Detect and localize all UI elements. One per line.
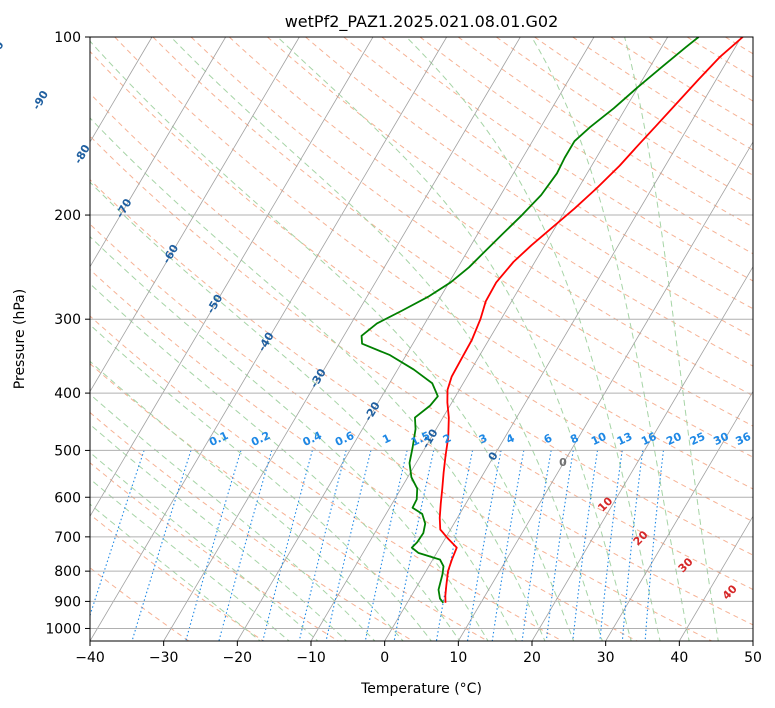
dry-adiabat-line: [152, 37, 753, 458]
dry-adiabat-line: [90, 179, 753, 626]
mixing-ratio-label: 13: [615, 430, 634, 448]
isotherm-line: [531, 265, 753, 641]
mixing-ratio-line: [364, 450, 408, 641]
y-axis-title: Pressure (hPa): [12, 289, 28, 389]
mixing-ratio-line: [131, 450, 192, 641]
mixing-ratio-label: 30: [711, 430, 731, 448]
moist-adiabat-line: [90, 393, 376, 641]
mixing-ratio-line: [466, 450, 502, 641]
mixing-ratio-label: 10: [589, 430, 609, 448]
y-tick-label: 1000: [45, 621, 81, 637]
dry-adiabat-line: [114, 37, 753, 490]
isotherm-line: [457, 141, 753, 641]
chart-title: wetPf2_PAZ1.2025.021.08.01.G02: [285, 12, 559, 32]
mixing-ratio-line: [325, 450, 372, 641]
mixing-ratio-label: 20: [664, 430, 684, 448]
moist-adiabat-line: [90, 360, 404, 641]
mixing-ratio-line: [572, 450, 599, 641]
isotherm-line: [90, 37, 153, 143]
isotherm-line: [90, 37, 448, 641]
dry-adiabat-line: [90, 411, 414, 641]
x-tick-label: 0: [380, 650, 389, 666]
dry-adiabat-line: [190, 37, 753, 427]
mixing-ratio-label: 25: [688, 430, 707, 448]
y-tick-label: 900: [54, 594, 81, 610]
mixing-ratio-line: [545, 450, 574, 641]
moist-adiabat-line: [90, 181, 518, 641]
plot-frame: [89, 36, 754, 642]
mixing-ratio-line: [298, 450, 347, 641]
axes: −40 −30 −20 −10 0 10 20 30 40 5010020030040050060…: [45, 30, 762, 666]
moist-adiabat-line: [90, 236, 489, 641]
mixing-ratio-line: [599, 450, 623, 641]
y-tick-label: 400: [54, 386, 81, 402]
isotherm-line: [605, 390, 753, 641]
isotherm-line: [90, 37, 374, 518]
series-line-dewpoint: [360, 37, 700, 604]
y-tick-label: 500: [54, 443, 81, 459]
x-tick-label: 50: [744, 650, 762, 666]
dry-adiabat-line: [267, 37, 753, 367]
x-tick-label: −40: [75, 650, 105, 666]
mixing-ratio-line: [90, 450, 145, 618]
dry-adiabat-line: [90, 50, 753, 523]
isotherm-line: [90, 37, 300, 393]
x-tick-label: 40: [670, 650, 688, 666]
zero-label: 0: [559, 456, 567, 469]
isotherm-line: [90, 37, 227, 268]
y-tick-label: 600: [54, 490, 81, 506]
dry-adiabat-line: [90, 92, 753, 556]
sounding-lines: [360, 37, 744, 604]
background-lines: [90, 37, 753, 641]
isotherm-line: [310, 37, 669, 641]
mixing-ratio-label: 16: [639, 430, 659, 448]
y-tick-label: 200: [54, 208, 81, 224]
x-tick-label: 30: [597, 650, 615, 666]
y-tick-label: 300: [54, 312, 81, 328]
mixing-ratio-line: [491, 450, 525, 641]
y-tick-label: 100: [54, 30, 81, 46]
isotherm-line: [163, 37, 521, 641]
x-tick-label: 20: [523, 650, 541, 666]
series-line-temperature: [438, 37, 744, 603]
dry-adiabat-line: [90, 135, 753, 591]
dry-adiabat-line: [90, 315, 564, 641]
x-tick-label: 10: [449, 650, 467, 666]
isotherm-line: [678, 515, 753, 641]
dry-adiabat-line: [305, 37, 753, 338]
line-labels: -100-90-80-70-60-50-40-30-20-1000.10.20.…: [0, 39, 753, 603]
x-tick-label: −10: [296, 650, 326, 666]
mixing-ratio-line: [644, 450, 664, 641]
moist-adiabat-line: [90, 117, 546, 641]
y-tick-label: 800: [54, 564, 81, 580]
isotherm-line: [384, 37, 742, 641]
mixing-ratio-line: [521, 450, 552, 641]
y-tick-label: 700: [54, 530, 81, 546]
dry-adiabat-line: [90, 268, 639, 641]
x-tick-label: −20: [223, 650, 253, 666]
isotherm-line: [236, 37, 595, 641]
x-tick-label: −30: [149, 650, 179, 666]
x-axis-title: Temperature (°C): [360, 681, 482, 697]
mixing-ratio-line: [393, 450, 435, 641]
dry-adiabat-line: [228, 37, 753, 397]
mixing-ratio-line: [185, 450, 242, 641]
mixing-ratio-label: 36: [734, 430, 754, 448]
mixing-ratio-line: [621, 450, 644, 641]
